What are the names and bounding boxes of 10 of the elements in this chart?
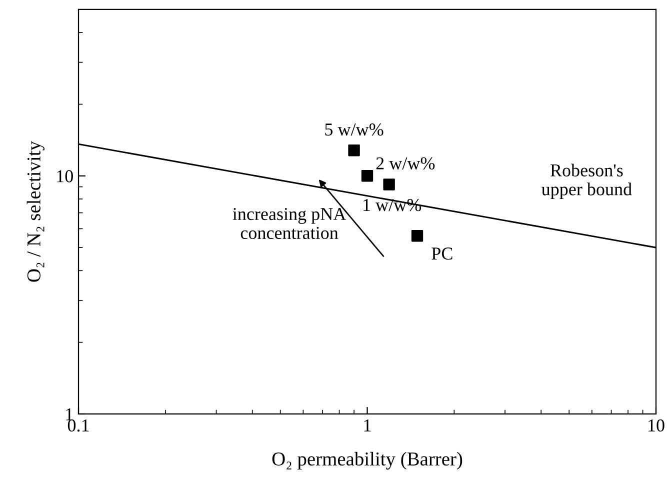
y-axis-title: O₂ / N₂ selectivity [26, 141, 44, 282]
series-label: Robeson's upper bound [542, 164, 632, 200]
annotation: PC [432, 248, 452, 260]
annotation: 5 w/w% [325, 123, 384, 136]
x-tick-label: 1 [364, 419, 371, 432]
x-axis-title: O₂ permeability (Barrer) [272, 452, 462, 470]
annotation: increasing pNA concentration [232, 208, 346, 240]
annotation: 2 w/w% [376, 157, 435, 170]
x-tick-label: 10 [648, 419, 664, 432]
x-tick-label: 0.1 [68, 419, 89, 432]
